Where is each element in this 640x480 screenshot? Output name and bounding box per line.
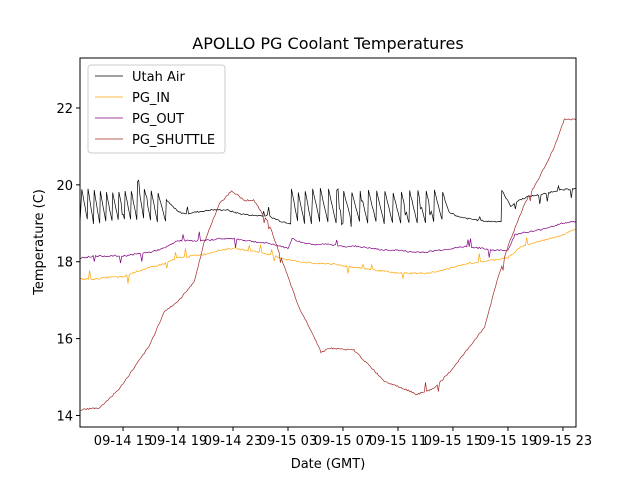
y-tick-label: 18 [56, 256, 73, 271]
legend-label: PG_OUT [132, 112, 184, 127]
axes-frame [79, 57, 577, 428]
x-tick-label: 09-15 11 [369, 434, 427, 449]
legend: Utah Air PG_IN PG_OUT PG_SHUTTLE [87, 64, 226, 154]
x-tick-label: 09-14 19 [149, 434, 207, 449]
y-tick-label: 20 [56, 179, 73, 194]
legend-item-pg-out: PG_OUT [95, 112, 184, 127]
plot-area [80, 118, 576, 411]
legend-label: PG_IN [132, 91, 170, 106]
x-tick-label: 09-15 23 [534, 434, 592, 449]
series-group [80, 118, 576, 411]
y-axis-label: Temperature (C) [32, 189, 47, 296]
x-tick-label: 09-15 19 [479, 434, 537, 449]
legend-item-utah-air: Utah Air [95, 70, 185, 85]
x-tick-label: 09-15 07 [314, 434, 372, 449]
legend-item-pg-shuttle: PG_SHUTTLE [95, 133, 215, 148]
series-line-pg-in [80, 228, 576, 284]
legend-label: PG_SHUTTLE [132, 133, 215, 148]
chart-title: APOLLO PG Coolant Temperatures [192, 34, 463, 53]
legend-item-pg-in: PG_IN [95, 91, 170, 106]
x-axis-label: Date (GMT) [291, 457, 366, 472]
y-tick-label: 16 [56, 333, 73, 348]
y-tick-label: 14 [56, 409, 73, 424]
x-tick-label: 09-15 03 [259, 434, 317, 449]
legend-label: Utah Air [132, 70, 185, 85]
series-line-pg-shuttle [80, 118, 576, 411]
series-line-pg-out [80, 220, 576, 264]
x-tick-label: 09-14 23 [204, 434, 262, 449]
y-axis: 14 16 18 20 22 [56, 102, 80, 424]
x-tick-label: 09-14 15 [94, 434, 152, 449]
x-tick-label: 09-15 15 [424, 434, 482, 449]
legend-frame [87, 64, 226, 154]
y-tick-label: 22 [56, 102, 73, 117]
series-line-utah-air [80, 179, 576, 227]
